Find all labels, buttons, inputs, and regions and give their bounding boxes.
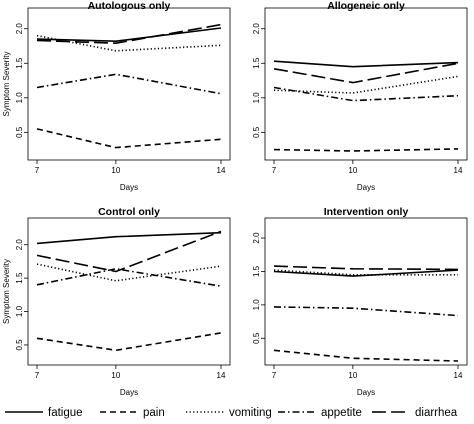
x-tick-label: 14 — [454, 371, 463, 380]
panel-title: Allogeneic only — [327, 0, 405, 12]
y-tick-label: 1.0 — [252, 92, 261, 104]
x-tick-label: 10 — [348, 166, 357, 175]
panel-title: Control only — [98, 206, 160, 218]
x-tick-label: 14 — [217, 371, 226, 380]
y-axis-label: Symptom Severity — [2, 259, 11, 324]
plot-frame — [264, 7, 468, 161]
plot-frame — [27, 7, 231, 161]
series-line-appetite — [36, 267, 222, 287]
series-line-appetite — [273, 306, 459, 317]
y-tick-label: 2.0 — [15, 239, 24, 251]
y-tick-label: 0.5 — [252, 126, 261, 138]
x-tick-label: 7 — [272, 166, 277, 175]
x-axis-label: Days — [357, 183, 375, 192]
x-tick-label: 7 — [35, 166, 40, 175]
y-tick-label: 1.0 — [15, 305, 24, 317]
legend-label-diarrhea: diarrhea — [415, 407, 458, 419]
y-tick-label: 1.5 — [252, 57, 261, 69]
x-tick-label: 14 — [454, 166, 463, 175]
plot-frame — [27, 217, 231, 366]
y-tick-label: 2.0 — [252, 23, 261, 35]
y-axis-label: Symptom Severity — [2, 52, 11, 117]
panel-allogeneic-only: Allogeneic only 7 10 14 0.5 1.0 1.5 2.0 Days — [252, 0, 468, 192]
series-line-vomiting — [36, 263, 222, 282]
x-tick-label: 10 — [111, 371, 120, 380]
series-line-fatigue — [36, 231, 222, 245]
x-tick-label: 14 — [217, 166, 226, 175]
y-tick-label: 2.0 — [252, 232, 261, 244]
series-line-pain — [36, 332, 222, 352]
series-line-vomiting — [273, 75, 459, 94]
legend-label-appetite: appetite — [321, 407, 362, 419]
y-tick-label: 2.0 — [15, 23, 24, 35]
series-line-pain — [273, 349, 459, 362]
x-axis-label: Days — [120, 388, 138, 397]
x-axis-label: Days — [357, 388, 375, 397]
legend-label-pain: pain — [143, 407, 165, 419]
series-line-diarrhea — [273, 62, 459, 84]
series-line-fatigue — [36, 27, 222, 43]
y-tick-label: 0.5 — [252, 332, 261, 344]
series-line-pain — [36, 128, 222, 149]
series-line-vomiting — [273, 269, 458, 276]
x-tick-label: 10 — [348, 371, 357, 380]
y-tick-label: 0.5 — [15, 339, 24, 351]
panel-title: Autologous only — [88, 0, 171, 12]
series-line-fatigue — [273, 60, 459, 68]
x-tick-label: 10 — [111, 166, 120, 175]
plot-frame — [264, 217, 468, 366]
panel-control-only: Control only 7 10 14 0.5 1.0 1.5 2.0 Days Symptom… — [2, 206, 231, 397]
x-tick-label: 7 — [35, 371, 40, 380]
series-line-vomiting — [36, 34, 222, 52]
series-line-pain — [273, 148, 459, 152]
series-line-fatigue — [273, 269, 459, 277]
panel-intervention-only: Intervention only 7 10 14 0.5 1.0 1.5 2.0 Days — [252, 206, 468, 397]
y-tick-label: 1.0 — [15, 92, 24, 104]
y-tick-label: 1.5 — [15, 57, 24, 69]
panel-autologous-only: Autologous only 7 10 14 0.5 1.0 1.5 2.0 Days Symp… — [2, 0, 231, 192]
legend-label-fatigue: fatigue — [48, 407, 83, 419]
series-line-diarrhea — [273, 265, 459, 271]
y-tick-label: 1.5 — [15, 272, 24, 284]
panel-title: Intervention only — [324, 206, 409, 218]
series-line-appetite — [36, 73, 222, 95]
x-tick-label: 7 — [272, 371, 277, 380]
series-line-appetite — [273, 86, 459, 102]
y-tick-label: 1.0 — [252, 299, 261, 311]
y-tick-label: 0.5 — [15, 126, 24, 138]
legend: fatigue pain vomiting appetite diarrhea — [5, 407, 458, 419]
series-line-diarrhea — [36, 230, 222, 273]
x-axis-label: Days — [120, 183, 138, 192]
legend-label-vomiting: vomiting — [229, 407, 272, 419]
series-line-diarrhea — [36, 23, 222, 45]
y-tick-label: 1.5 — [252, 265, 261, 277]
